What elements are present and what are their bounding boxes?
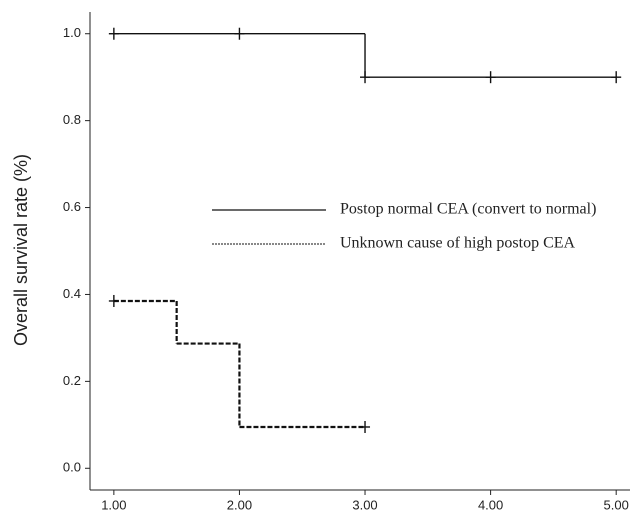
y-tick-label: 0.0 — [63, 460, 81, 475]
legend-label: Unknown cause of high postop CEA — [340, 235, 576, 252]
y-tick-label: 0.6 — [63, 199, 81, 214]
x-tick-label: 3.00 — [352, 497, 377, 512]
x-tick-label: 5.00 — [604, 497, 629, 512]
y-tick-label: 0.2 — [63, 373, 81, 388]
y-tick-label: 1.0 — [63, 25, 81, 40]
y-tick-label: 0.8 — [63, 112, 81, 127]
x-tick-label: 4.00 — [478, 497, 503, 512]
legend-label: Postop normal CEA (convert to normal) — [340, 201, 596, 218]
x-tick-label: 1.00 — [101, 497, 126, 512]
y-axis-label: Overall survival rate (%) — [11, 154, 31, 346]
y-tick-label: 0.4 — [63, 286, 81, 301]
x-tick-label: 2.00 — [227, 497, 252, 512]
